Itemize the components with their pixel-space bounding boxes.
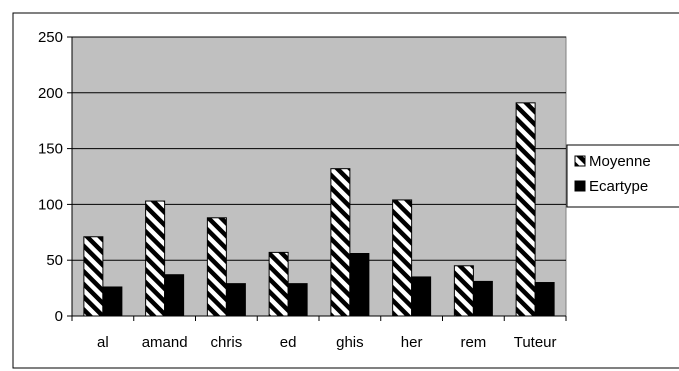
legend-label-moyenne: Moyenne (589, 153, 651, 170)
bars (83, 102, 555, 317)
bar-ecartype-chris (225, 283, 246, 317)
bar-ecartype-ghis (349, 253, 370, 317)
bar-moyenne-ed (268, 251, 289, 317)
y-tick-label: 0 (55, 308, 63, 325)
legend: Moyenne Ecartype (566, 144, 679, 208)
bar-ecartype-ed (287, 283, 308, 317)
x-tick-label: her (401, 334, 423, 351)
bar-ecartype-tuteur (534, 282, 555, 317)
legend-box (566, 144, 679, 208)
y-tick-label: 50 (46, 252, 63, 269)
bar-ecartype-rem (472, 280, 493, 317)
x-tick-label: amand (142, 334, 188, 351)
x-tick-label: ed (280, 334, 297, 351)
x-tick-label: al (97, 334, 109, 351)
y-tick-label: 150 (38, 141, 63, 158)
legend-swatch-ecartype (574, 180, 586, 192)
bar-moyenne-ghis (330, 168, 351, 317)
bar-moyenne-al (83, 236, 104, 317)
y-tick-label: 100 (38, 196, 63, 213)
bar-moyenne-chris (206, 217, 227, 317)
bar-ecartype-amand (164, 274, 185, 317)
x-tick-label: ghis (336, 334, 364, 351)
bar-ecartype-her (411, 276, 432, 317)
x-tick-label: chris (211, 334, 243, 351)
legend-label-ecartype: Ecartype (589, 178, 648, 195)
x-tick-label: rem (460, 334, 486, 351)
bar-moyenne-her (392, 199, 413, 317)
x-tick-label: Tuteur (514, 334, 557, 351)
y-tick-label: 250 (38, 29, 63, 46)
x-axis: al amand chris ed ghis her rem Tuteur (71, 315, 567, 351)
bar-moyenne-tuteur (515, 102, 536, 317)
y-tick-label: 200 (38, 85, 63, 102)
bar-ecartype-al (102, 286, 123, 317)
legend-swatch-moyenne (574, 155, 586, 167)
bar-moyenne-amand (145, 200, 166, 317)
bar-moyenne-rem (453, 265, 474, 317)
y-axis: 0 50 100 150 200 250 (38, 29, 73, 325)
